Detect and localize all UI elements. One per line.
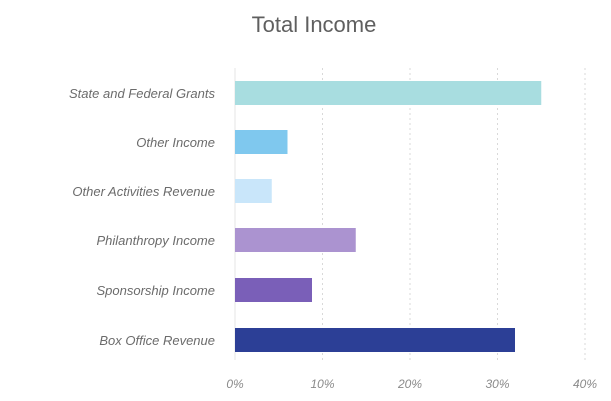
bar-other-activities-revenue <box>235 179 272 203</box>
tick-label: 20% <box>397 377 422 391</box>
grid-layer <box>234 68 586 360</box>
tick-label: 30% <box>485 377 509 391</box>
tick-label: 10% <box>310 377 334 391</box>
tick-label: 0% <box>226 377 244 391</box>
category-label: Sponsorship Income <box>96 283 215 298</box>
chart-title: Total Income <box>252 12 377 37</box>
category-label: Other Activities Revenue <box>72 184 215 199</box>
bar-state-and-federal-grants <box>235 81 542 105</box>
category-label: Box Office Revenue <box>99 333 215 348</box>
x-axis-tick-labels: 0% 10% 20% 30% 40% <box>226 377 597 391</box>
tick-label: 40% <box>573 377 597 391</box>
category-label: State and Federal Grants <box>69 86 215 101</box>
bar-philanthropy-income <box>235 228 356 252</box>
category-label: Other Income <box>136 135 215 150</box>
bar-other-income <box>235 130 288 154</box>
bars-layer <box>235 81 542 352</box>
bar-box-office-revenue <box>235 328 515 352</box>
category-labels: State and Federal Grants Other Income Othe… <box>69 86 215 348</box>
category-label: Philanthropy Income <box>96 233 215 248</box>
bar-sponsorship-income <box>235 278 312 302</box>
